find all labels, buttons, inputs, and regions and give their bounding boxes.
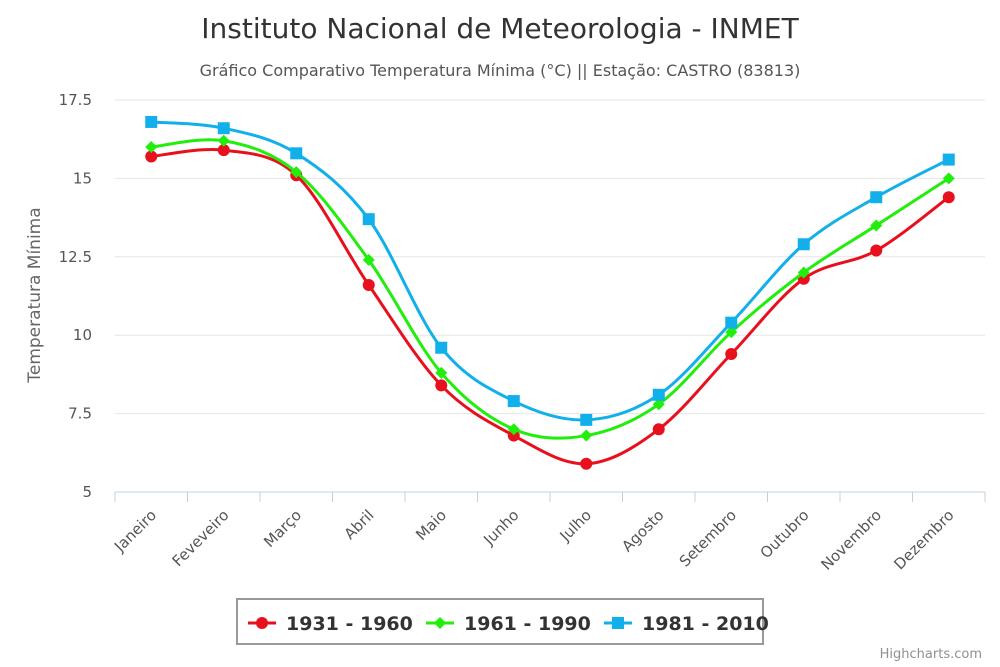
- x-tick-label: Novembro: [817, 506, 885, 574]
- data-point[interactable]: [362, 213, 375, 226]
- y-tick-label: 17.5: [59, 91, 92, 109]
- data-point[interactable]: [145, 115, 158, 128]
- x-tick-label: Julho: [556, 506, 595, 545]
- data-point[interactable]: [797, 266, 810, 279]
- x-tick-label: Março: [260, 506, 305, 551]
- legend-item[interactable]: 1931 - 1960: [248, 613, 413, 635]
- chart-subtitle: Gráfico Comparativo Temperatura Mínima (…: [200, 61, 801, 80]
- data-point[interactable]: [362, 253, 375, 266]
- data-point[interactable]: [290, 147, 303, 160]
- legend: 1931 - 1960 1961 - 1990 1981 - 2010: [236, 598, 769, 645]
- credits-text[interactable]: Highcharts.com: [880, 647, 982, 662]
- data-point[interactable]: [435, 379, 448, 392]
- series-line: [149, 120, 951, 422]
- y-tick-label: 10: [73, 326, 92, 344]
- data-point[interactable]: [725, 316, 738, 329]
- data-point[interactable]: [942, 191, 955, 204]
- y-axis-label: Temperatura Mínima: [25, 207, 45, 383]
- x-tick-label: Outubro: [757, 506, 813, 562]
- legend-marker-symbol: [612, 617, 624, 629]
- data-point[interactable]: [435, 341, 448, 354]
- x-tick-label: Dezembro: [890, 506, 957, 573]
- data-point[interactable]: [942, 172, 955, 185]
- data-point[interactable]: [580, 457, 593, 470]
- chart-title: Instituto Nacional de Meteorologia - INM…: [201, 12, 799, 45]
- data-point[interactable]: [145, 150, 158, 163]
- legend-label: 1931 - 1960: [286, 613, 413, 635]
- data-point[interactable]: [652, 388, 665, 401]
- legend-marker-symbol: [434, 617, 446, 629]
- x-axis: Janeiro Feveveiro Março Abril Maio Junho Julho…: [110, 492, 986, 574]
- data-point[interactable]: [217, 144, 230, 157]
- data-point[interactable]: [870, 191, 883, 204]
- x-tick-label: Abril: [341, 506, 378, 543]
- data-point[interactable]: [217, 134, 230, 147]
- data-point[interactable]: [507, 429, 520, 442]
- y-axis-ticks: 5 7.5 10 12.5 15 17.5: [59, 91, 92, 501]
- data-point[interactable]: [652, 423, 665, 436]
- y-tick-label: 15: [73, 169, 92, 187]
- y-tick-label: 5: [82, 483, 92, 501]
- x-tick-label: Junho: [479, 506, 522, 549]
- x-tick-label: Feveveiro: [169, 506, 233, 570]
- legend-label: 1981 - 2010: [642, 613, 769, 635]
- legend-box: [236, 598, 764, 645]
- data-point[interactable]: [580, 413, 593, 426]
- data-point[interactable]: [725, 326, 738, 339]
- data-point[interactable]: [580, 429, 593, 442]
- x-tick-label: Maio: [412, 506, 450, 544]
- x-tick-label: Agosto: [618, 506, 667, 555]
- legend-item[interactable]: 1981 - 2010: [604, 613, 769, 635]
- series-1: [145, 144, 955, 470]
- data-point[interactable]: [507, 423, 520, 436]
- legend-label: 1961 - 1990: [464, 613, 591, 635]
- data-point[interactable]: [435, 366, 448, 379]
- series-line: [149, 138, 951, 440]
- x-tick-label: Janeiro: [110, 506, 160, 556]
- legend-items: 1931 - 1960 1961 - 1990 1981 - 2010: [248, 613, 769, 635]
- data-point[interactable]: [797, 238, 810, 251]
- series-group: [145, 115, 955, 470]
- data-point[interactable]: [725, 348, 738, 361]
- legend-marker-symbol: [256, 617, 268, 629]
- y-tick-label: 7.5: [68, 405, 92, 423]
- data-point[interactable]: [507, 395, 520, 408]
- legend-item[interactable]: 1961 - 1990: [426, 613, 591, 635]
- data-point[interactable]: [217, 122, 230, 135]
- series-3: [145, 115, 955, 426]
- data-point[interactable]: [870, 244, 883, 257]
- y-tick-label: 12.5: [59, 248, 92, 266]
- grid-lines: [115, 99, 985, 493]
- data-point[interactable]: [362, 279, 375, 292]
- data-point[interactable]: [290, 166, 303, 179]
- series-2: [145, 134, 955, 442]
- data-point[interactable]: [145, 141, 158, 154]
- x-tick-label: Setembro: [676, 506, 740, 570]
- data-point[interactable]: [942, 153, 955, 166]
- data-point[interactable]: [870, 219, 883, 232]
- data-point[interactable]: [652, 398, 665, 411]
